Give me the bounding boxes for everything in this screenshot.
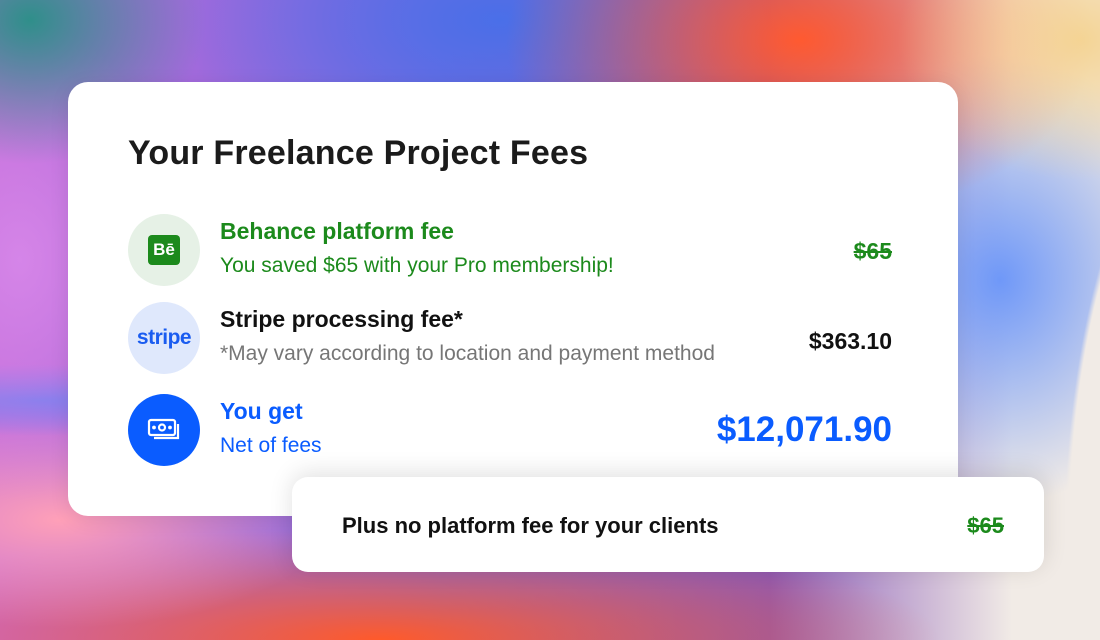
fees-card: Your Freelance Project Fees Bē Behance p… — [68, 82, 958, 516]
client-fee-banner: Plus no platform fee for your clients $6… — [292, 477, 1044, 572]
fee-amount: $363.10 — [808, 328, 892, 354]
fee-label: You get — [220, 398, 303, 424]
net-amount: $12,071.90 — [716, 410, 892, 449]
stripe-logo-circle: stripe — [128, 302, 200, 374]
fee-row-behance: Bē Behance platform fee You saved $65 wi… — [128, 214, 892, 300]
fee-sublabel: Net of fees — [220, 434, 322, 457]
fee-label: Stripe processing fee* — [220, 306, 463, 332]
fee-label: Behance platform fee — [220, 218, 454, 244]
cash-icon — [147, 418, 180, 440]
behance-logo-circle: Bē — [128, 214, 200, 286]
fee-sublabel: You saved $65 with your Pro membership! — [220, 254, 614, 277]
page-title: Your Freelance Project Fees — [128, 134, 589, 172]
fee-amount: $65 — [853, 238, 892, 264]
cash-icon-circle — [128, 394, 200, 466]
client-fee-label: Plus no platform fee for your clients — [342, 513, 719, 538]
fee-sublabel: *May vary according to location and paym… — [220, 342, 715, 365]
client-fee-amount: $65 — [967, 513, 1004, 538]
stripe-logo-icon: stripe — [136, 326, 192, 349]
fee-row-you-get: You get Net of fees $12,071.90 — [128, 394, 892, 480]
fee-row-stripe: stripe Stripe processing fee* *May vary … — [128, 302, 892, 388]
behance-logo-icon: Bē — [148, 235, 180, 265]
